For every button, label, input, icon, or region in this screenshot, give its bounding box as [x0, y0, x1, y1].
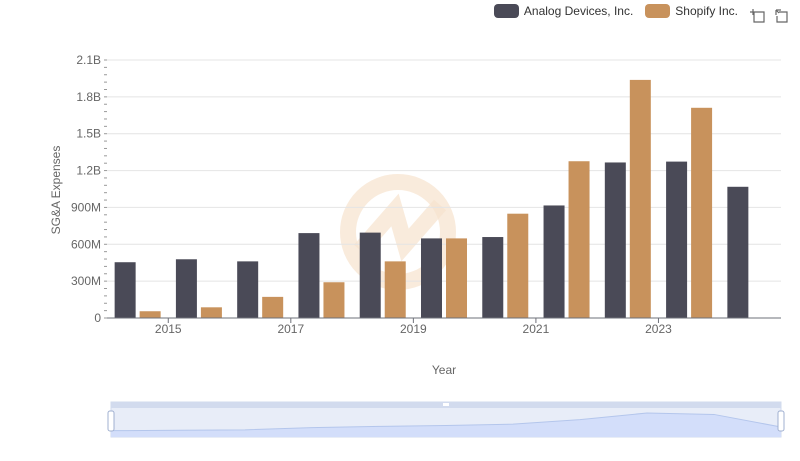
- zoom-overview-line: [110, 412, 782, 432]
- bar-shopify-2018[interactable]: [384, 261, 406, 318]
- y-axis-ticks: 0 300M 600M 900M 1.2B 1.5B 1.8B 2.1B: [71, 53, 107, 325]
- toolbox: [748, 6, 790, 24]
- bar-analog-devices-2015[interactable]: [175, 259, 197, 318]
- bar-shopify-2014[interactable]: [139, 311, 161, 318]
- y-tick-label: 2.1B: [76, 53, 101, 67]
- x-tick-label: 2015: [155, 322, 182, 336]
- zoom-grip: [443, 403, 449, 406]
- bar-shopify-2023[interactable]: [691, 107, 713, 318]
- bar-shopify-2016[interactable]: [262, 296, 284, 318]
- zoom-handle-left[interactable]: [107, 410, 115, 432]
- bar-analog-devices-2014[interactable]: [114, 262, 136, 318]
- bar-analog-devices-2017[interactable]: [298, 233, 320, 318]
- zoom-handle-right[interactable]: [777, 410, 785, 432]
- x-tick-label: 2023: [645, 322, 672, 336]
- y-tick-label: 600M: [71, 237, 101, 251]
- x-tick-label: 2019: [400, 322, 427, 336]
- bar-analog-devices-2018[interactable]: [359, 232, 381, 318]
- bar-shopify-2021[interactable]: [568, 161, 590, 318]
- x-axis-ticks: 2015 2017 2019 2021 2023: [155, 318, 672, 336]
- legend: Analog Devices, Inc. Shopify Inc.: [482, 4, 738, 18]
- data-zoom-slider[interactable]: [107, 401, 785, 438]
- y-axis-label: SG&A Expenses: [49, 145, 63, 235]
- x-tick-label: 2021: [523, 322, 550, 336]
- bars: [114, 79, 749, 318]
- bar-shopify-2015[interactable]: [200, 307, 222, 318]
- legend-swatch-shopify: [645, 4, 671, 18]
- bar-analog-devices-2024[interactable]: [727, 186, 749, 318]
- zoom-overview-area: [111, 413, 781, 437]
- bar-shopify-2019[interactable]: [446, 238, 467, 318]
- zoom-icon[interactable]: [748, 6, 766, 24]
- x-tick-label: 2017: [277, 322, 304, 336]
- bar-analog-devices-2016[interactable]: [237, 261, 259, 318]
- y-tick-label: 1.8B: [76, 90, 101, 104]
- restore-icon[interactable]: [772, 6, 790, 24]
- bar-analog-devices-2023[interactable]: [666, 161, 688, 318]
- legend-label-shopify: Shopify Inc.: [675, 4, 738, 18]
- legend-label-analog-devices: Analog Devices, Inc.: [523, 4, 634, 18]
- y-tick-label: 900M: [71, 200, 101, 214]
- bar-shopify-2017[interactable]: [323, 282, 345, 318]
- bar-analog-devices-2020[interactable]: [482, 237, 504, 318]
- y-tick-label: 0: [94, 311, 101, 325]
- y-tick-label: 1.5B: [76, 127, 101, 141]
- legend-item-analog-devices[interactable]: Analog Devices, Inc.: [493, 4, 634, 18]
- y-tick-label: 300M: [71, 274, 101, 288]
- bar-shopify-2022[interactable]: [629, 79, 651, 318]
- y-tick-label: 1.2B: [76, 164, 101, 178]
- watermark-mark: [353, 193, 447, 262]
- legend-item-shopify[interactable]: Shopify Inc.: [645, 4, 738, 18]
- bar-shopify-2020[interactable]: [507, 213, 529, 318]
- legend-swatch-analog-devices: [493, 4, 519, 18]
- bar-analog-devices-2022[interactable]: [604, 162, 626, 318]
- bar-analog-devices-2021[interactable]: [543, 205, 565, 318]
- bar-analog-devices-2019[interactable]: [421, 238, 442, 318]
- x-axis-label: Year: [431, 363, 457, 377]
